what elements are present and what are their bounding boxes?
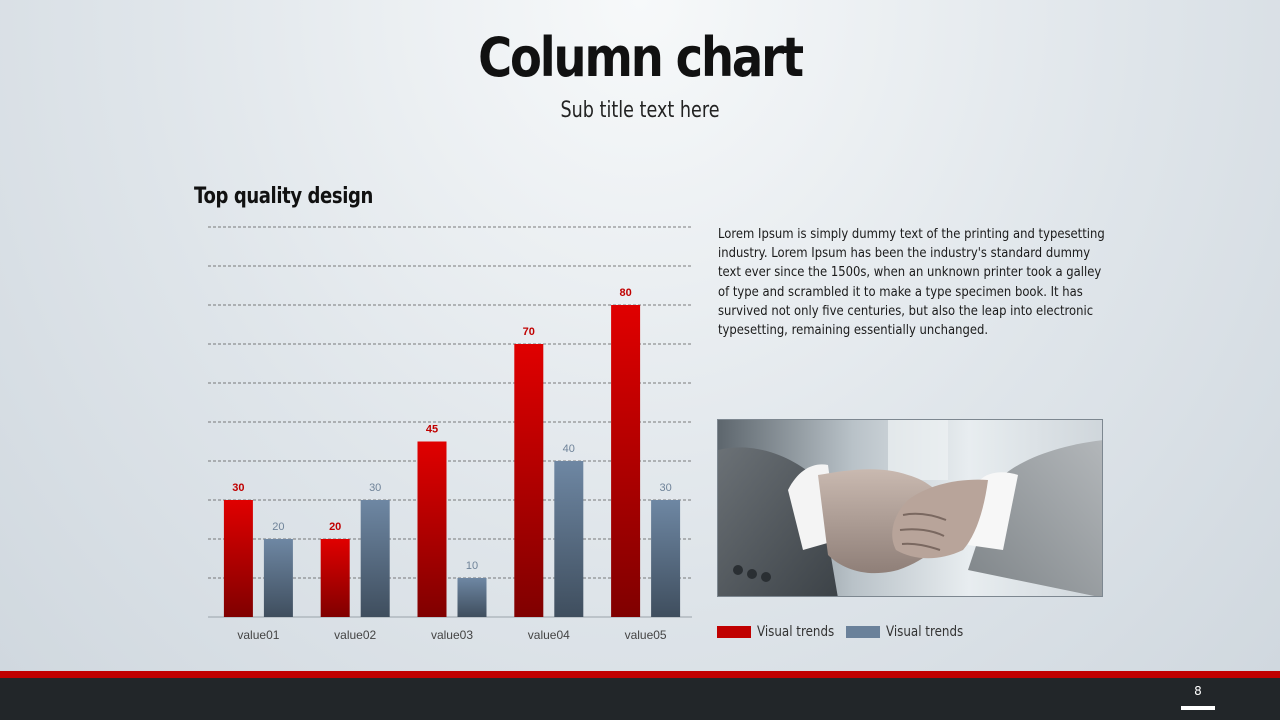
legend-swatch-blue [846, 626, 880, 638]
slide-subtitle: Sub title text here [560, 98, 720, 123]
page-number: 8 [1194, 684, 1202, 698]
bar-series-a-value04 [514, 344, 544, 617]
bar-series-a-value05 [611, 305, 641, 617]
x-tick-label-value01: value01 [237, 628, 279, 642]
data-label-series-b-value02: 30 [369, 482, 381, 494]
slide-title: Column chart [478, 26, 804, 89]
bar-series-b-value03 [457, 578, 487, 617]
chart-bars [223, 305, 681, 617]
bar-series-a-value03 [417, 441, 447, 617]
data-label-series-b-value04: 40 [563, 443, 575, 455]
section-title: Top quality design [194, 184, 373, 209]
footer-bar [0, 678, 1280, 720]
bar-series-b-value04 [554, 461, 584, 617]
legend-item-blue: Visual trends [846, 624, 977, 640]
bar-series-b-value05 [651, 500, 681, 617]
bar-series-b-value02 [360, 500, 390, 617]
bar-series-a-value01 [223, 500, 253, 617]
bar-series-b-value01 [263, 539, 293, 617]
data-label-series-a-value04: 70 [523, 326, 535, 338]
x-tick-label-value04: value04 [528, 628, 570, 642]
data-label-series-a-value01: 30 [232, 482, 244, 494]
legend-swatch-red [717, 626, 751, 638]
body-text: Lorem Ipsum is simply dummy text of the … [718, 226, 1105, 339]
legend-item-red: Visual trends [717, 624, 848, 640]
data-label-series-b-value05: 30 [659, 482, 671, 494]
chart-labels: 30 20 value01 20 30 value02 45 10 value03 70 40 val… [232, 287, 671, 642]
bar-series-a-value02 [320, 539, 350, 617]
page-indicator [1181, 706, 1215, 710]
column-chart: 30 20 value01 20 30 value02 45 10 value03 70 40 val… [208, 226, 692, 642]
handshake-photo [717, 419, 1103, 597]
footer-accent-bar [0, 671, 1280, 678]
legend-label-blue: Visual trends [886, 624, 964, 640]
data-label-series-a-value02: 20 [329, 521, 341, 533]
x-tick-label-value05: value05 [625, 628, 667, 642]
x-tick-label-value03: value03 [431, 628, 473, 642]
data-label-series-b-value03: 10 [466, 560, 478, 572]
x-tick-label-value02: value02 [334, 628, 376, 642]
legend-label-red: Visual trends [757, 624, 835, 640]
data-label-series-b-value01: 20 [272, 521, 284, 533]
data-label-series-a-value03: 45 [426, 424, 438, 436]
data-label-series-a-value05: 80 [619, 287, 631, 299]
